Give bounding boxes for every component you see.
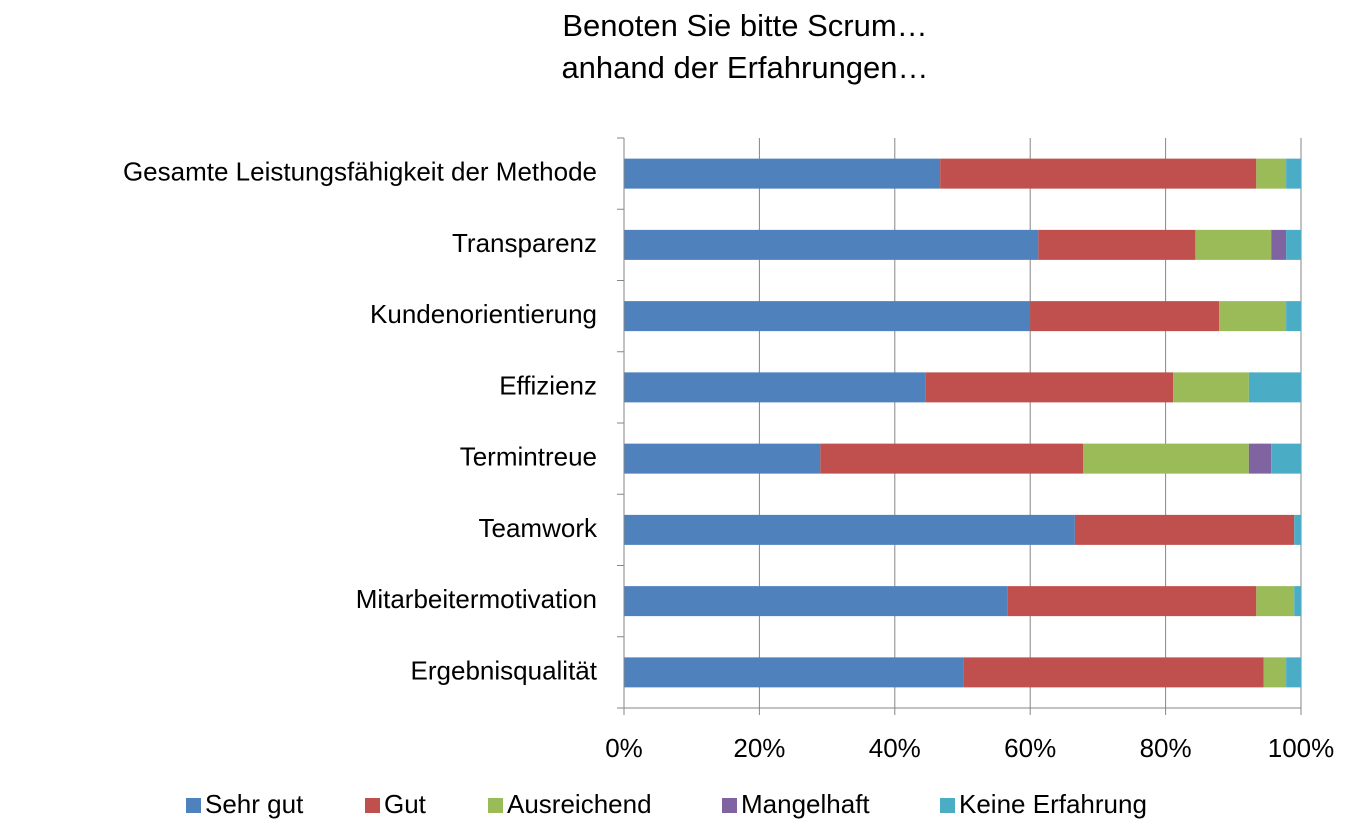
bar-segment bbox=[1263, 657, 1287, 688]
bar-segment bbox=[1083, 443, 1249, 474]
x-tick-label: 20% bbox=[733, 733, 785, 763]
bar-segment bbox=[1038, 229, 1196, 260]
legend-swatch bbox=[722, 798, 737, 813]
bar-segment bbox=[1256, 586, 1295, 617]
x-tick-label: 0% bbox=[605, 733, 643, 763]
y-tick-label: Mitarbeitermotivation bbox=[356, 584, 597, 614]
y-tick-label: Effizienz bbox=[499, 370, 597, 400]
y-tick-label: Transparenz bbox=[452, 228, 597, 258]
bar-segment bbox=[624, 229, 1039, 260]
bar-segment bbox=[1173, 372, 1249, 403]
bar-segment bbox=[1030, 301, 1220, 332]
bar-segment bbox=[925, 372, 1174, 403]
bar-segment bbox=[624, 657, 964, 688]
y-tick-label: Gesamte Leistungsfähigkeit der Methode bbox=[123, 157, 597, 187]
legend-swatch bbox=[940, 798, 955, 813]
bar-segment bbox=[1007, 586, 1257, 617]
x-tick-label: 60% bbox=[1004, 733, 1056, 763]
legend-label: Keine Erfahrung bbox=[959, 789, 1147, 819]
bar-segment bbox=[1286, 301, 1301, 332]
x-tick-label: 100% bbox=[1268, 733, 1335, 763]
legend-label: Mangelhaft bbox=[741, 789, 870, 819]
bar-segment bbox=[963, 657, 1264, 688]
y-tick-label: Termintreue bbox=[460, 442, 597, 472]
y-tick-label: Teamwork bbox=[479, 513, 598, 543]
bar-segment bbox=[1248, 372, 1301, 403]
bar-segment bbox=[1195, 229, 1272, 260]
bar-segment bbox=[1074, 514, 1295, 545]
bar-segment bbox=[624, 514, 1075, 545]
bar-segment bbox=[1256, 158, 1287, 189]
bar-segment bbox=[1286, 158, 1301, 189]
bar-segment bbox=[624, 301, 1031, 332]
bar-segment bbox=[624, 372, 926, 403]
legend-label: Gut bbox=[384, 789, 427, 819]
bar-segment bbox=[1286, 229, 1301, 260]
bar-segment bbox=[1271, 229, 1287, 260]
legend-swatch bbox=[488, 798, 503, 813]
x-tick-label: 40% bbox=[869, 733, 921, 763]
bar-segment bbox=[1248, 443, 1272, 474]
bar-segment bbox=[1294, 586, 1301, 617]
bar-segment bbox=[1219, 301, 1287, 332]
y-tick-label: Kundenorientierung bbox=[370, 299, 597, 329]
title-line: anhand der Erfahrungen… bbox=[561, 50, 928, 85]
bar-segment bbox=[1286, 657, 1301, 688]
bar-segment bbox=[624, 443, 821, 474]
x-tick-label: 80% bbox=[1140, 733, 1192, 763]
title-line: Benoten Sie bitte Scrum… bbox=[562, 8, 927, 43]
legend-swatch bbox=[186, 798, 201, 813]
bar-segment bbox=[940, 158, 1257, 189]
legend-swatch bbox=[365, 798, 380, 813]
y-tick-label: Ergebnisqualität bbox=[411, 655, 598, 685]
legend-label: Sehr gut bbox=[205, 789, 304, 819]
bar-segment bbox=[1294, 514, 1301, 545]
bar-segment bbox=[624, 158, 941, 189]
chart-title: Benoten Sie bitte Scrum… anhand der Erfah… bbox=[561, 8, 928, 85]
bar-segment bbox=[624, 586, 1008, 617]
bar-segment bbox=[1271, 443, 1301, 474]
bar-segment bbox=[820, 443, 1084, 474]
legend-label: Ausreichend bbox=[507, 789, 652, 819]
